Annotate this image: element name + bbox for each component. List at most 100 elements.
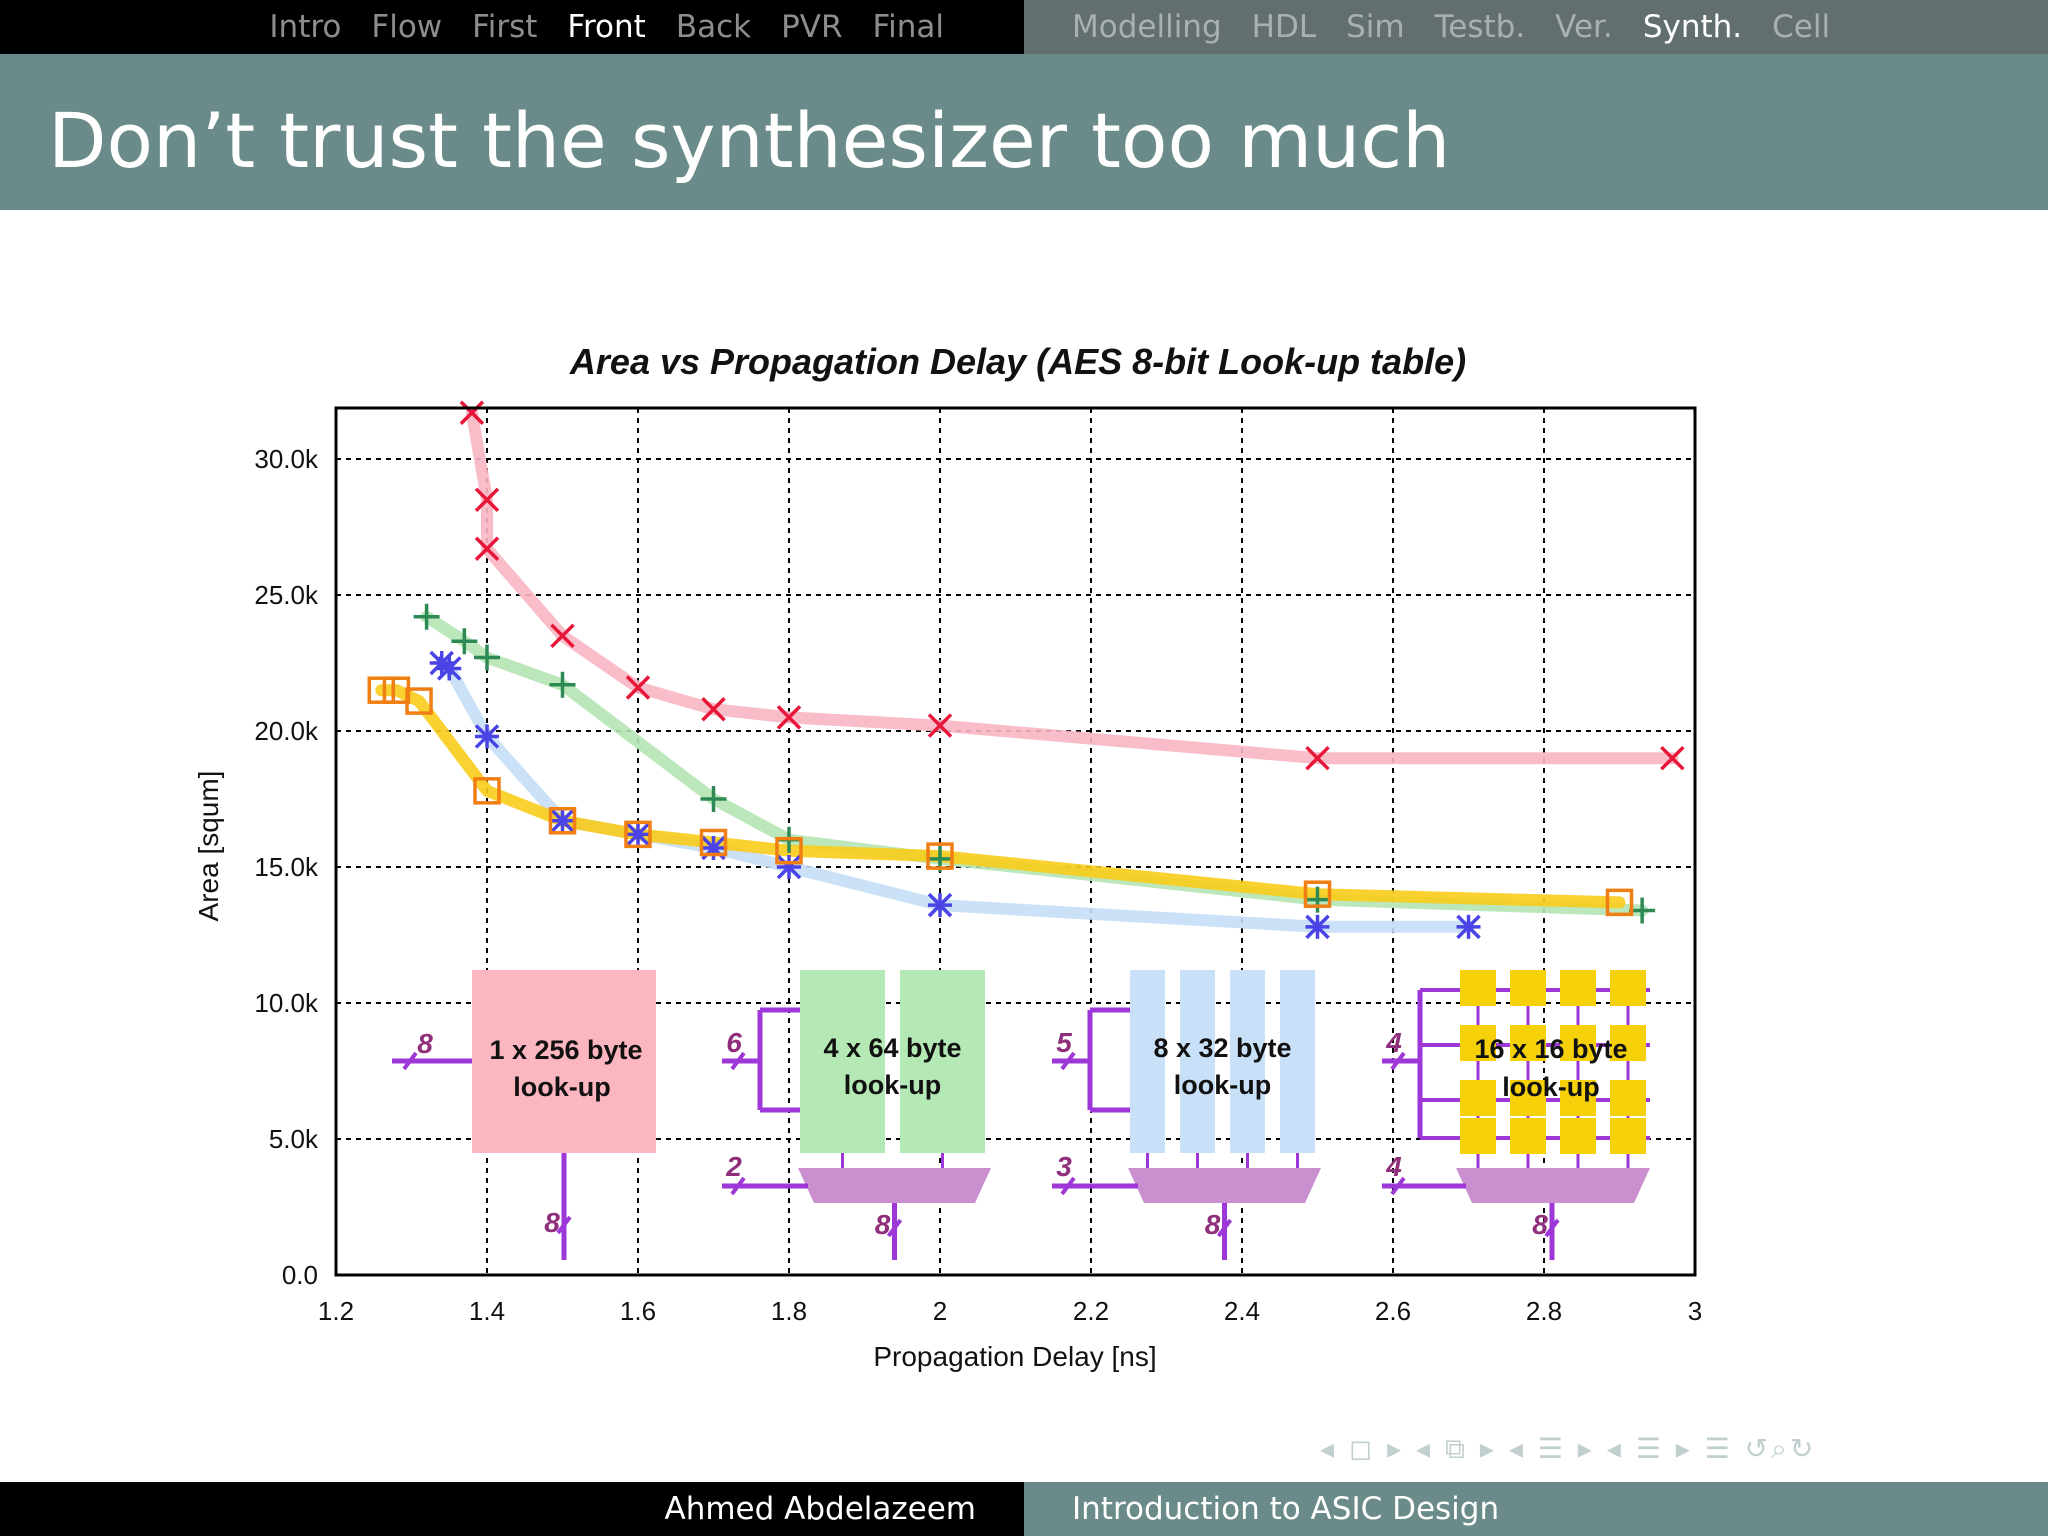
- plot-frame: [334, 406, 1697, 1277]
- lut-cell: [1510, 970, 1546, 1006]
- bus-width-slash: [730, 1051, 746, 1071]
- lut-block: [1230, 970, 1265, 1153]
- subnav-synth[interactable]: Synth.: [1642, 9, 1743, 45]
- series-3-star-marker: [776, 854, 802, 880]
- y-tick-label: 5.0k: [269, 1124, 319, 1154]
- inset-label-line1: 8 x 32 byte: [1153, 1033, 1291, 1063]
- series-4-square-marker: [367, 676, 396, 704]
- series-1-x-marker: [701, 697, 726, 722]
- nav-front[interactable]: Front: [567, 9, 646, 45]
- x-tick-label: 1.2: [318, 1296, 354, 1326]
- x-tick-label: 1.8: [771, 1296, 807, 1326]
- nav-intro[interactable]: Intro: [269, 9, 342, 45]
- output-bit-label: 8: [1532, 1209, 1548, 1240]
- x-tick-label: 2.6: [1375, 1296, 1411, 1326]
- chart-title: Area vs Propagation Delay (AES 8-bit Loo…: [569, 341, 1466, 382]
- lut-cell: [1560, 970, 1596, 1006]
- series-1-x-marker: [474, 536, 500, 561]
- series-1-x-marker: [474, 487, 500, 513]
- input-bit-label-select: 4: [1385, 1151, 1402, 1182]
- series-3-star-marker: [927, 892, 953, 918]
- input-bit-label-high: 5: [1056, 1027, 1072, 1058]
- y-tick-label: 10.0k: [254, 988, 319, 1018]
- bus-width-slash: [886, 1218, 903, 1238]
- nav-final[interactable]: Final: [872, 9, 944, 45]
- y-tick-label: 25.0k: [254, 580, 319, 610]
- footer-author: Ahmed Abdelazeem: [664, 1491, 976, 1527]
- subnav-hdl[interactable]: HDL: [1251, 9, 1317, 45]
- footer-course: Introduction to ASIC Design: [1072, 1491, 1500, 1527]
- inset-label-line1: 4 x 64 byte: [823, 1033, 961, 1063]
- x-tick-label: 1.6: [620, 1296, 656, 1326]
- output-bit-label: 8: [875, 1209, 891, 1240]
- series-2-plus-marker: [1304, 886, 1331, 913]
- series-2-plus-marker: [549, 671, 576, 698]
- input-bit-label-select: 2: [725, 1151, 742, 1182]
- lut-cell: [1610, 1025, 1646, 1061]
- bus-width-slash: [1060, 1176, 1076, 1196]
- subnav-modelling[interactable]: Modelling: [1072, 9, 1222, 45]
- x-tick-label: 2.2: [1073, 1296, 1109, 1326]
- subnav-ver[interactable]: Ver.: [1555, 9, 1613, 45]
- bus-width-slash: [1544, 1218, 1560, 1238]
- nav-pvr[interactable]: PVR: [781, 9, 843, 45]
- subsection-nav: Modelling HDL Sim Testb. Ver. Synth. Cell: [1024, 0, 2048, 54]
- series-2-plus-marker: [413, 603, 440, 630]
- inset-label-line2: look-up: [1174, 1070, 1271, 1100]
- series-4-square-marker: [405, 687, 433, 715]
- y-axis-label: Area [squm]: [193, 771, 224, 922]
- lut-cell: [1610, 970, 1646, 1006]
- series-1-x-marker: [550, 623, 575, 649]
- bus-width-slash: [1390, 1176, 1406, 1196]
- x-tick-label: 2.8: [1526, 1296, 1562, 1326]
- series-2-plus-marker: [700, 786, 727, 812]
- series-4-square-marker: [1303, 880, 1332, 908]
- lut-cell: [1460, 1025, 1496, 1061]
- beamer-navigation-symbols[interactable]: ◂ ◻ ▸ ◂ ⧉ ▸ ◂ ☰ ▸ ◂ ☰ ▸ ☰ ↺⌕↻: [1320, 1432, 1817, 1465]
- series-3-star-marker: [474, 724, 500, 749]
- bus-width-slash: [1216, 1218, 1233, 1238]
- x-tick-label: 3: [1688, 1296, 1702, 1326]
- subnav-cell[interactable]: Cell: [1772, 9, 1831, 45]
- nav-flow[interactable]: Flow: [371, 9, 443, 45]
- series-2-plus-marker: [474, 644, 500, 671]
- series-3-star-marker: [550, 808, 575, 833]
- series-1-x-marker: [1305, 745, 1330, 771]
- inset-label-line1: 1 x 256 byte: [489, 1035, 642, 1065]
- output-bit-label: 8: [1205, 1209, 1221, 1240]
- series-1-x-marker: [625, 675, 651, 700]
- x-tick-label: 2.4: [1224, 1296, 1260, 1326]
- inset-label-line1: 16 x 16 byte: [1474, 1034, 1627, 1064]
- nav-first[interactable]: First: [472, 9, 538, 45]
- series-1-x-marker: [776, 705, 802, 730]
- nav-back[interactable]: Back: [675, 9, 752, 45]
- series-3-star-marker: [437, 656, 462, 681]
- lut-block-1x256: [472, 970, 656, 1153]
- lut-cell: [1510, 1080, 1546, 1116]
- series-markers: [367, 400, 1685, 940]
- subnav-sim[interactable]: Sim: [1346, 9, 1405, 45]
- bus-width-slash: [1060, 1051, 1076, 1071]
- series-1-x-marker: [459, 400, 485, 425]
- series-4-square-marker: [699, 828, 728, 857]
- lut-cell: [1510, 1025, 1546, 1061]
- architecture-insets: 8 8 1 x 256 byte look-up 6 2 8 4 x 64 byte look-…: [392, 970, 1650, 1260]
- input-bit-label-select: 3: [1056, 1151, 1072, 1182]
- x-tick-label: 2: [933, 1296, 947, 1326]
- subnav-testb[interactable]: Testb.: [1434, 9, 1526, 45]
- series-1-x-marker: [1660, 745, 1685, 771]
- top-navigation: Intro Flow First Front Back PVR Final Modellin…: [0, 0, 2048, 54]
- lut-cell: [1610, 1118, 1646, 1154]
- inset-label-line2: look-up: [1502, 1072, 1599, 1102]
- output-mux: [798, 1168, 991, 1203]
- bus-width-slash: [556, 1215, 572, 1235]
- footer-author-panel: Ahmed Abdelazeem: [0, 1482, 1024, 1536]
- lut-cell: [1560, 1080, 1596, 1116]
- lut-cell: [1510, 1118, 1546, 1154]
- series-4-square-marker: [548, 807, 577, 835]
- x-tick-label: 1.4: [469, 1296, 505, 1326]
- output-mux: [1456, 1168, 1650, 1203]
- series-3-star-marker: [1456, 914, 1481, 940]
- inset-label-line2: look-up: [844, 1070, 941, 1100]
